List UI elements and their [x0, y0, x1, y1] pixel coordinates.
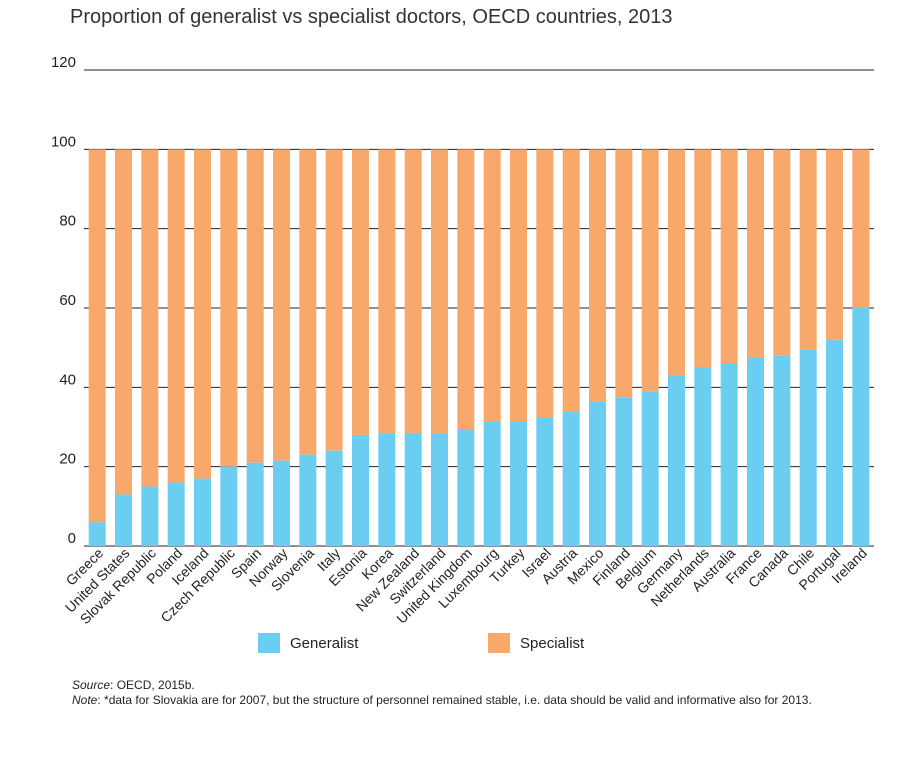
bar-specialist-israel [536, 149, 554, 418]
bar-generalist-ireland [852, 308, 870, 546]
bar-generalist-poland [167, 482, 185, 546]
bar-specialist-slovenia [299, 149, 317, 455]
bar-specialist-italy [325, 149, 343, 451]
bar-generalist-germany [668, 375, 685, 546]
bar-specialist-slovak-republic [141, 149, 159, 487]
bar-specialist-poland [167, 149, 185, 483]
bar-generalist-mexico [589, 401, 606, 546]
bar-generalist-iceland [194, 478, 211, 546]
bar-generalist-israel [536, 417, 554, 546]
y-tick-label-120: 120 [51, 54, 76, 71]
legend-item-generalist: Generalist [258, 633, 358, 653]
y-tick-label-100: 100 [51, 133, 76, 150]
source-text: : OECD, 2015b. [110, 678, 195, 692]
bar-generalist-switzerland [431, 432, 448, 546]
bar-specialist-finland [615, 149, 633, 398]
note-label: Note [72, 693, 98, 707]
bar-generalist-united-states [115, 494, 132, 546]
bar-specialist-norway [273, 149, 290, 461]
y-tick-label-80: 80 [59, 213, 76, 230]
bar-specialist-czech-republic [220, 149, 238, 467]
bar-specialist-canada [773, 149, 791, 356]
note-text: : *data for Slovakia are for 2007, but t… [97, 693, 812, 707]
bar-generalist-estonia [352, 434, 369, 546]
bar-generalist-chile [799, 349, 817, 546]
bar-generalist-greece [88, 522, 106, 546]
bar-generalist-turkey [510, 421, 527, 546]
bar-generalist-czech-republic [220, 466, 238, 546]
bar-generalist-united-kingdom [457, 428, 475, 546]
bar-generalist-finland [615, 397, 633, 546]
legend-swatch-specialist [488, 633, 510, 653]
bar-specialist-ireland [852, 149, 870, 308]
bar-specialist-turkey [510, 149, 527, 422]
bar-specialist-united-states [115, 149, 132, 495]
bar-specialist-belgium [641, 149, 659, 392]
y-tick-label-0: 0 [68, 530, 76, 547]
bar-generalist-australia [720, 363, 738, 546]
bar-specialist-united-kingdom [457, 149, 475, 429]
legend-label-specialist: Specialist [520, 634, 585, 652]
bar-specialist-luxembourg [483, 149, 501, 422]
bar-specialist-chile [799, 149, 817, 350]
bar-generalist-france [747, 357, 764, 546]
bar-generalist-luxembourg [483, 421, 501, 546]
bar-specialist-korea [378, 149, 396, 433]
bar-generalist-spain [246, 462, 264, 546]
legend-item-specialist: Specialist [488, 633, 584, 653]
bar-generalist-korea [378, 432, 396, 546]
legend-swatch-generalist [258, 633, 280, 653]
source-note: Source: OECD, 2015b. [72, 678, 832, 693]
bar-generalist-slovak-republic [141, 486, 159, 546]
chart-title: Proportion of generalist vs specialist d… [70, 6, 673, 28]
bar-specialist-australia [720, 149, 738, 364]
bar-specialist-new-zealand [404, 149, 422, 433]
gridlines [84, 69, 874, 547]
bar-generalist-portugal [826, 339, 843, 546]
data-note: Note: *data for Slovakia are for 2007, b… [72, 693, 832, 708]
bar-specialist-portugal [826, 149, 843, 340]
bar-specialist-estonia [352, 149, 369, 435]
y-tick-label-20: 20 [59, 451, 76, 468]
bar-specialist-spain [246, 149, 264, 463]
bar-generalist-italy [325, 450, 343, 546]
chart-notes: Source: OECD, 2015b. Note: *data for Slo… [72, 678, 832, 708]
bar-specialist-france [747, 149, 764, 358]
y-axis-tick-labels: 0 20 40 60 80 100 120 [51, 54, 76, 547]
bar-generalist-new-zealand [404, 432, 422, 546]
bar-specialist-iceland [194, 149, 211, 479]
bars [88, 149, 870, 546]
bar-generalist-norway [273, 460, 290, 546]
bar-specialist-germany [668, 149, 685, 376]
bar-specialist-netherlands [694, 149, 712, 368]
source-label: Source [72, 678, 111, 692]
bar-generalist-canada [773, 355, 791, 546]
bar-specialist-mexico [589, 149, 606, 402]
legend-label-generalist: Generalist [290, 634, 359, 652]
bar-generalist-slovenia [299, 454, 317, 546]
y-tick-label-40: 40 [59, 371, 76, 388]
bar-specialist-switzerland [431, 149, 448, 433]
bar-generalist-austria [562, 411, 580, 546]
bar-generalist-netherlands [694, 367, 712, 546]
y-tick-label-60: 60 [59, 292, 76, 309]
bar-generalist-belgium [641, 391, 659, 546]
bar-specialist-austria [562, 149, 580, 412]
bar-specialist-greece [88, 149, 106, 523]
